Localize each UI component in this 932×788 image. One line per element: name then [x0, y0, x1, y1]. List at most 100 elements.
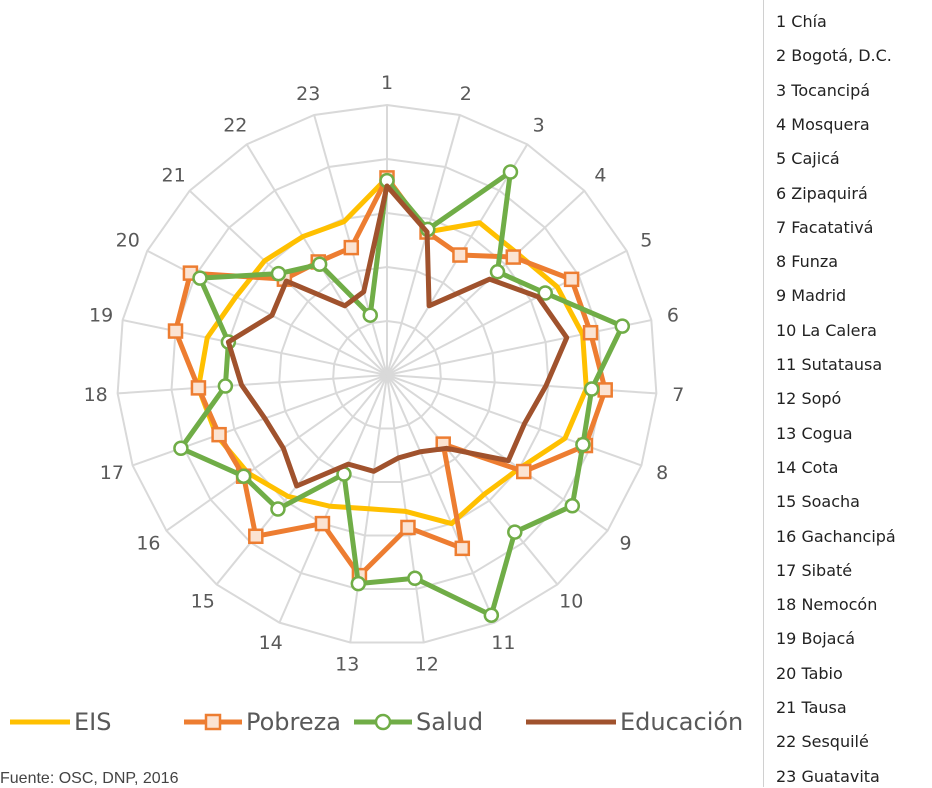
- grid-spoke: [165, 374, 388, 532]
- municipality-legend-item: 20 Tabio: [776, 663, 843, 683]
- series-salud: [173, 164, 631, 623]
- data-point: [537, 285, 553, 301]
- data-point: [505, 249, 522, 265]
- data-point: [407, 570, 423, 587]
- series-line: [225, 183, 570, 489]
- series-legend: EIS Pobreza Salud Educación: [10, 708, 743, 736]
- grid-spoke: [386, 374, 559, 586]
- municipality-legend-item: 5 Cajicá: [776, 149, 840, 169]
- data-point: [583, 381, 600, 397]
- data-point: [167, 323, 184, 339]
- axis-label: 8: [656, 462, 668, 484]
- legend-marker: [204, 713, 222, 731]
- municipality-legend-item: 4 Mosquera: [776, 114, 870, 134]
- grid-ring: [170, 157, 604, 590]
- axis-label: 15: [191, 591, 215, 613]
- data-point: [314, 515, 331, 532]
- axis-label: 21: [162, 165, 186, 187]
- axis-label: 16: [136, 532, 160, 554]
- data-point: [235, 468, 252, 484]
- municipality-legend-item: 8 Funza: [776, 252, 839, 272]
- municipality-legend-item: 23 Guatavita: [776, 766, 880, 786]
- municipality-legend-item: 21 Tausa: [776, 698, 847, 717]
- data-point: [362, 307, 378, 323]
- axis-label: 19: [89, 305, 113, 327]
- axis-label: 11: [491, 632, 515, 654]
- data-point: [483, 607, 500, 623]
- municipality-legend-item: 16 Gachancipá: [776, 526, 896, 546]
- grid-ring: [278, 265, 496, 483]
- grid-spoke: [386, 319, 652, 376]
- axis-label: 12: [415, 653, 439, 675]
- series-line: [195, 175, 589, 527]
- axis-label: 13: [335, 653, 359, 675]
- municipality-legend-item: 9 Madrid: [776, 286, 847, 306]
- grid-spoke: [122, 319, 388, 376]
- legend-entry: Pobreza: [184, 708, 341, 736]
- data-point: [563, 271, 580, 288]
- axis-label: 3: [533, 115, 545, 137]
- data-point: [507, 524, 523, 540]
- municipality-legend: 1 Chía 2 Bogotá, D.C. 3 Tocancipá 4 Mosquer…: [763, 0, 932, 787]
- data-point: [614, 318, 631, 334]
- source-note: Fuente: OSC, DNP, 2016: [0, 770, 179, 787]
- municipality-legend-item: 13 Cogua: [776, 423, 853, 443]
- axis-label: 6: [667, 305, 679, 327]
- axis-label: 18: [84, 384, 108, 406]
- grid-ring: [116, 103, 658, 644]
- grid-spoke: [215, 374, 388, 586]
- municipality-legend-item: 1 Chía: [776, 12, 827, 31]
- grid-spoke: [386, 114, 461, 376]
- series-layer: [167, 164, 631, 623]
- axis-label: 4: [594, 165, 606, 187]
- data-point: [211, 426, 227, 443]
- data-point: [350, 575, 367, 592]
- municipality-legend-item: 2 Bogotá, D.C.: [776, 46, 892, 66]
- axis-label: 14: [259, 632, 283, 654]
- series-educación: [225, 183, 570, 489]
- grid-spoke: [386, 374, 657, 395]
- grid-spoke: [278, 374, 388, 624]
- series-line: [178, 169, 625, 618]
- data-point: [270, 265, 287, 282]
- legend-label: Educación: [620, 708, 743, 736]
- data-point: [454, 540, 471, 557]
- data-point: [270, 501, 286, 517]
- data-point: [400, 519, 416, 536]
- municipality-legend-item: 7 Facatativá: [776, 217, 874, 237]
- axis-label: 20: [116, 230, 140, 252]
- municipality-legend-item: 19 Bojacá: [776, 629, 856, 649]
- axis-label: 5: [640, 230, 652, 252]
- data-point: [217, 378, 234, 394]
- axis-label: 23: [296, 83, 320, 105]
- municipality-legend-item: 22 Sesquilé: [776, 732, 869, 752]
- data-point: [597, 382, 613, 398]
- data-point: [452, 247, 468, 263]
- data-point: [311, 256, 328, 273]
- axis-label: 17: [100, 462, 124, 484]
- legend-entry: EIS: [10, 708, 111, 736]
- data-point: [564, 498, 581, 514]
- grid-spoke: [386, 374, 642, 467]
- axis-label: 22: [223, 115, 247, 137]
- grid-ring: [332, 319, 442, 430]
- legend-label: EIS: [74, 708, 111, 736]
- grid-spoke: [386, 249, 628, 376]
- data-point: [502, 164, 519, 180]
- data-point: [248, 528, 264, 545]
- axis-label: 2: [460, 83, 472, 105]
- axis-label: 9: [620, 532, 632, 554]
- legend-entry: Educación: [526, 708, 743, 736]
- grid-spoke: [117, 374, 388, 395]
- municipality-legend-item: 18 Nemocón: [776, 595, 878, 615]
- data-point: [489, 264, 506, 280]
- municipality-legend-item: 11 Sutatausa: [776, 355, 883, 374]
- legend-entry: Salud: [354, 708, 483, 736]
- municipality-legend-item: 10 La Calera: [776, 320, 877, 340]
- series-eis: [195, 175, 589, 527]
- municipality-legend-item: 6 Zipaquirá: [776, 183, 868, 203]
- municipality-legend-item: 15 Soacha: [776, 492, 860, 512]
- axis-label: 1: [381, 72, 393, 94]
- legend-label: Pobreza: [246, 708, 341, 736]
